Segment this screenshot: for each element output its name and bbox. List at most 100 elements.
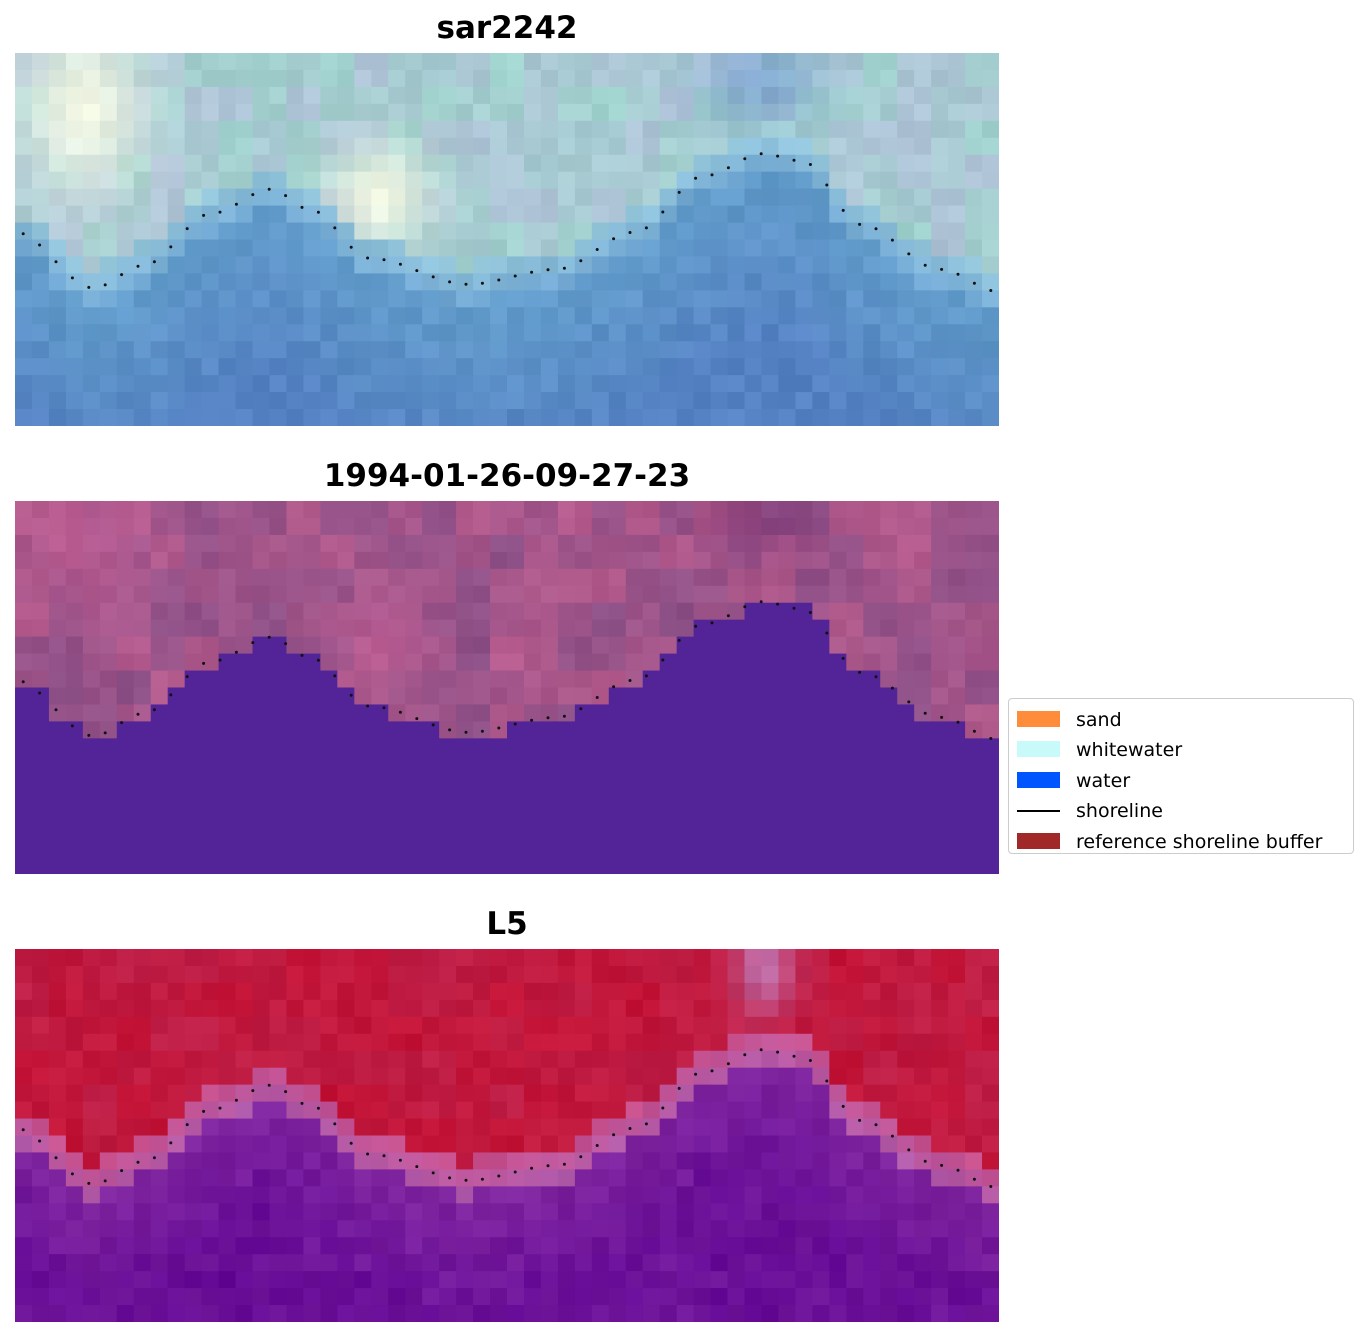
pixel-cell bbox=[116, 602, 135, 621]
pixel-cell bbox=[490, 551, 508, 570]
pixel-cell bbox=[965, 1288, 983, 1306]
pixel-cell bbox=[710, 1220, 729, 1238]
pixel-cell bbox=[167, 1271, 186, 1289]
pixel-cell bbox=[286, 1152, 305, 1170]
pixel-cell bbox=[252, 103, 271, 122]
pixel-cell bbox=[167, 358, 186, 376]
pixel-cell bbox=[150, 738, 169, 756]
pixel-cell bbox=[523, 188, 542, 207]
pixel-cell bbox=[354, 840, 372, 858]
pixel-cell bbox=[727, 687, 746, 706]
pixel-cell bbox=[574, 772, 593, 790]
pixel-cell bbox=[422, 670, 440, 689]
pixel-cell bbox=[965, 103, 983, 122]
pixel-cell bbox=[795, 501, 813, 519]
pixel-cell bbox=[354, 772, 372, 790]
pixel-cell bbox=[439, 840, 457, 858]
pixel-cell bbox=[303, 704, 321, 722]
pixel-cell bbox=[693, 965, 712, 984]
pixel-cell bbox=[948, 239, 966, 258]
pixel-cell bbox=[795, 806, 813, 824]
pixel-cell bbox=[540, 188, 559, 207]
pixel-cell bbox=[795, 687, 813, 706]
pixel-cell bbox=[405, 1152, 423, 1170]
pixel-cell bbox=[320, 823, 338, 841]
pixel-cell bbox=[201, 188, 220, 207]
pixel-cell bbox=[150, 1237, 169, 1255]
pixel-cell bbox=[727, 1254, 746, 1272]
pixel-cell bbox=[286, 789, 305, 807]
shoreline-point bbox=[841, 208, 845, 212]
shoreline-point bbox=[562, 1162, 566, 1166]
pixel-cell bbox=[642, 517, 661, 536]
pixel-cell bbox=[405, 823, 423, 841]
pixel-cell bbox=[761, 120, 780, 139]
shoreline-point bbox=[464, 282, 468, 286]
pixel-cell bbox=[931, 670, 949, 689]
shoreline-point bbox=[759, 152, 763, 156]
pixel-cell bbox=[388, 857, 406, 874]
pixel-cell bbox=[829, 999, 847, 1018]
pixel-cell bbox=[795, 154, 813, 173]
pixel-cell bbox=[744, 239, 763, 258]
pixel-cell bbox=[99, 358, 118, 376]
pixel-cell bbox=[557, 1118, 576, 1137]
pixel-cell bbox=[948, 653, 966, 672]
pixel-cell bbox=[439, 188, 457, 207]
pixel-cell bbox=[642, 619, 661, 638]
pixel-cell bbox=[201, 1050, 220, 1069]
pixel-cell bbox=[388, 1305, 406, 1322]
pixel-cell bbox=[133, 1135, 152, 1154]
pixel-cell bbox=[456, 1101, 474, 1120]
pixel-cell bbox=[15, 840, 33, 858]
pixel-cell bbox=[48, 1220, 67, 1238]
pixel-cell bbox=[523, 1067, 542, 1086]
pixel-cell bbox=[48, 409, 67, 426]
pixel-cell bbox=[286, 823, 305, 841]
pixel-cell bbox=[812, 1203, 830, 1221]
pixel-cell bbox=[710, 568, 729, 587]
pixel-cell bbox=[99, 585, 118, 604]
pixel-cell bbox=[490, 653, 508, 672]
pixel-cell bbox=[167, 982, 186, 1001]
pixel-cell bbox=[557, 687, 576, 706]
pixel-cell bbox=[744, 823, 763, 841]
pixel-cell bbox=[269, 120, 288, 139]
pixel-cell bbox=[863, 1033, 881, 1052]
pixel-cell bbox=[133, 721, 152, 739]
pixel-cell bbox=[507, 1203, 525, 1221]
pixel-cell bbox=[218, 755, 237, 773]
pixel-cell bbox=[931, 653, 949, 672]
pixel-cell bbox=[676, 840, 695, 858]
pixel-cell bbox=[659, 1254, 678, 1272]
pixel-cell bbox=[795, 1288, 813, 1306]
pixel-cell bbox=[863, 670, 881, 689]
pixel-cell bbox=[184, 103, 203, 122]
pixel-cell bbox=[286, 999, 305, 1018]
pixel-cell bbox=[608, 840, 627, 858]
pixel-cell bbox=[133, 1033, 152, 1052]
pixel-cell bbox=[507, 358, 525, 376]
pixel-cell bbox=[914, 619, 932, 638]
pixel-cell bbox=[150, 619, 169, 638]
pixel-cell bbox=[133, 1067, 152, 1086]
pixel-cell bbox=[676, 704, 695, 722]
pixel-cell bbox=[727, 806, 746, 824]
pixel-cell bbox=[235, 999, 254, 1018]
pixel-cell bbox=[473, 1101, 491, 1120]
pixel-cell bbox=[286, 949, 305, 967]
pixel-cell bbox=[574, 1305, 593, 1322]
pixel-cell bbox=[795, 704, 813, 722]
pixel-cell bbox=[863, 1254, 881, 1272]
pixel-cell bbox=[948, 1203, 966, 1221]
pixel-cell bbox=[880, 982, 898, 1001]
pixel-cell bbox=[574, 1050, 593, 1069]
pixel-cell bbox=[778, 171, 797, 190]
pixel-cell bbox=[456, 789, 474, 807]
pixel-cell bbox=[778, 823, 797, 841]
pixel-cell bbox=[405, 1288, 423, 1306]
pixel-cell bbox=[82, 1305, 101, 1322]
pixel-cell bbox=[184, 256, 203, 274]
pixel-cell bbox=[676, 755, 695, 773]
pixel-cell bbox=[965, 205, 983, 224]
